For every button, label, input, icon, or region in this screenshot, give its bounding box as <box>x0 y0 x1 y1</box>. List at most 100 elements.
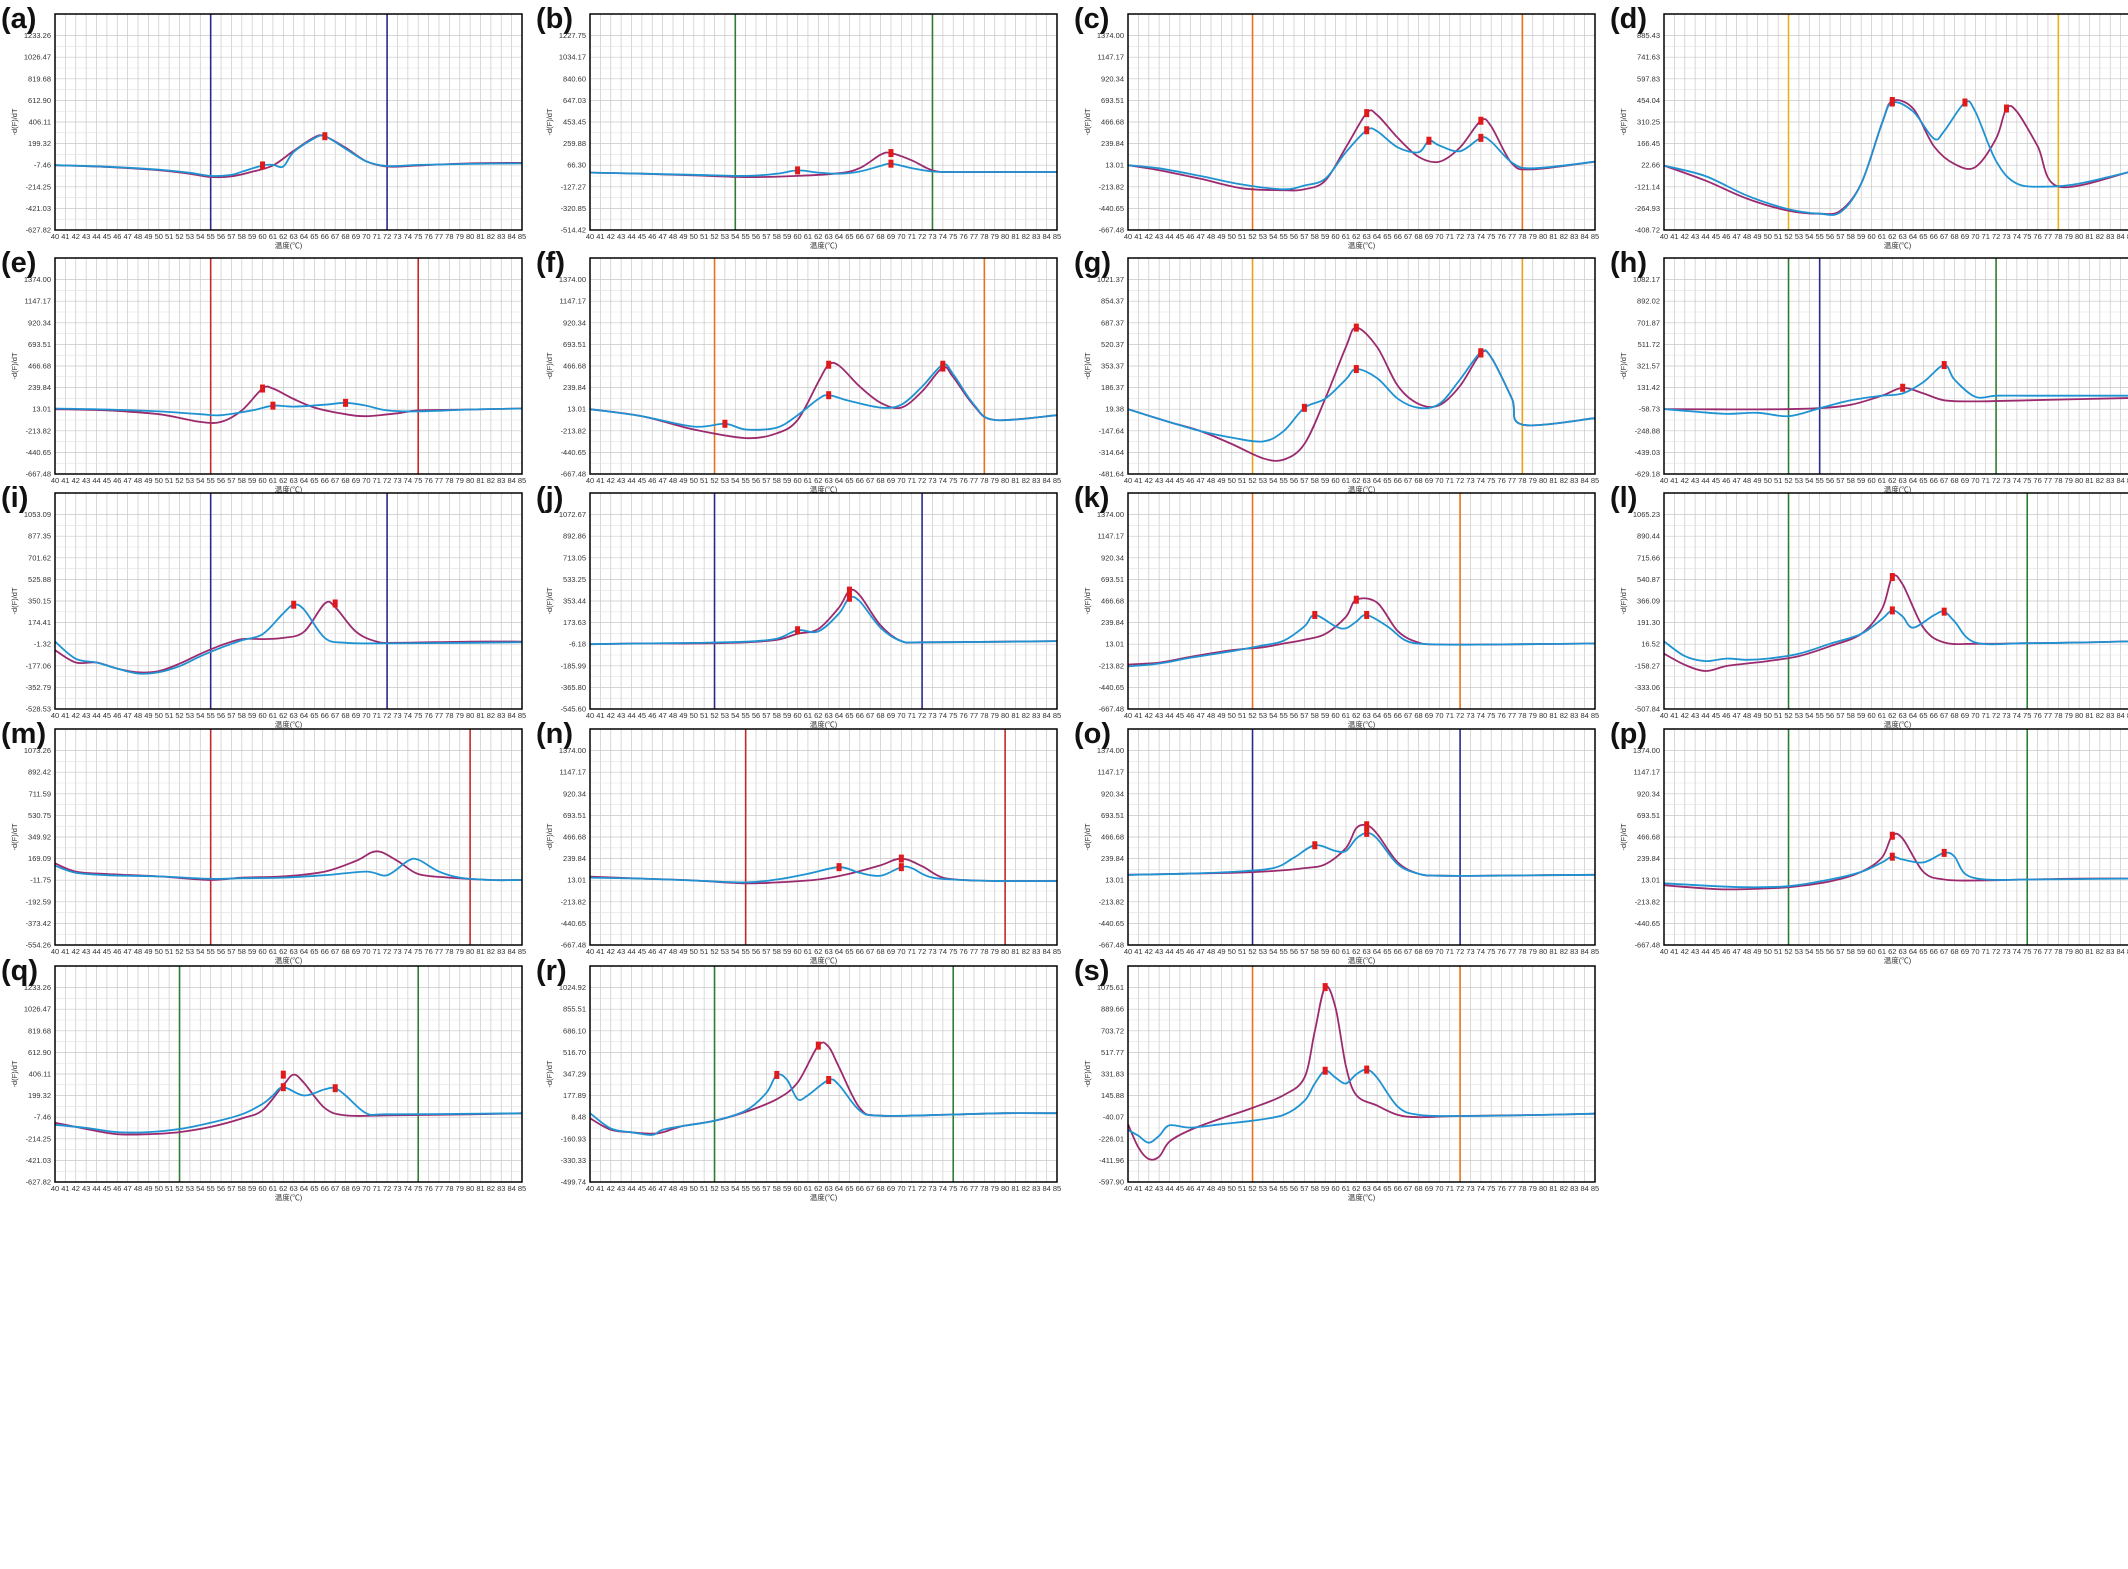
y-tick-label: 466.68 <box>1101 833 1124 842</box>
x-tick-label: 46 <box>113 1184 121 1193</box>
x-tick-label: 74 <box>2013 711 2021 720</box>
x-tick-label: 53 <box>1795 711 1803 720</box>
x-tick-label: 40 <box>586 476 594 485</box>
x-tick-label: 77 <box>2044 711 2052 720</box>
x-tick-label: 76 <box>424 1184 432 1193</box>
y-tick-label: 741.63 <box>1637 53 1660 62</box>
y-tick-label: 1374.00 <box>24 275 51 284</box>
peak-marker <box>1478 348 1484 357</box>
y-axis-label: -d(F)/dT <box>1619 587 1628 615</box>
x-tick-label: 45 <box>1712 947 1720 956</box>
x-tick-label: 50 <box>690 947 698 956</box>
x-tick-label: 44 <box>627 476 635 485</box>
y-tick-label: -507.84 <box>1635 705 1660 714</box>
y-tick-label: 892.02 <box>1637 297 1660 306</box>
x-tick-label: 55 <box>1279 947 1287 956</box>
chart-panel-k: (k)1374.00 1147.17 920.34 693.51 466.68 239.8… <box>1074 482 1599 729</box>
chart-panel-n: (n)1374.00 1147.17 920.34 693.51 466.68 239.8… <box>536 718 1061 965</box>
x-tick-label: 56 <box>752 1184 760 1193</box>
x-tick-label: 72 <box>1456 947 1464 956</box>
x-tick-label: 49 <box>144 1184 152 1193</box>
x-tick-label: 63 <box>1899 711 1907 720</box>
x-tick-label: 43 <box>1155 711 1163 720</box>
x-tick-label: 52 <box>1784 711 1792 720</box>
x-tick-label: 44 <box>1701 476 1709 485</box>
x-tick-label: 50 <box>690 232 698 241</box>
x-tick-label: 79 <box>456 711 464 720</box>
y-tick-label: 1374.00 <box>1097 746 1124 755</box>
x-tick-label: 75 <box>1487 947 1495 956</box>
x-tick-label: 80 <box>466 711 474 720</box>
x-tick-label: 78 <box>1518 232 1526 241</box>
x-tick-label: 58 <box>238 1184 246 1193</box>
x-tick-label: 55 <box>741 1184 749 1193</box>
x-tick-label: 76 <box>959 476 967 485</box>
x-tick-label: 72 <box>383 947 391 956</box>
x-tick-label: 42 <box>1681 476 1689 485</box>
x-tick-label: 85 <box>2127 711 2128 720</box>
x-tick-label: 50 <box>1228 232 1236 241</box>
melt-curve-series-1 <box>54 850 523 882</box>
y-tick-label: 877.35 <box>28 532 51 541</box>
y-axis-label: -d(F)/dT <box>1619 823 1628 851</box>
y-tick-label: 525.88 <box>28 575 51 584</box>
x-tick-label: 61 <box>804 711 812 720</box>
x-tick-label: 83 <box>1032 476 1040 485</box>
x-axis-label: 温度(℃) <box>1348 484 1376 494</box>
y-tick-label: -226.01 <box>1099 1134 1124 1143</box>
melt-curve-series-2 <box>54 134 523 177</box>
x-tick-label: 42 <box>607 476 615 485</box>
x-tick-label: 46 <box>1186 476 1194 485</box>
x-tick-label: 43 <box>617 711 625 720</box>
y-tick-label: 1147.17 <box>559 297 586 306</box>
peak-marker <box>322 132 328 141</box>
x-tick-label: 73 <box>928 711 936 720</box>
x-tick-label: 59 <box>1321 1184 1329 1193</box>
x-tick-label: 66 <box>856 1184 864 1193</box>
x-tick-label: 63 <box>1363 1184 1371 1193</box>
x-tick-label: 74 <box>939 232 947 241</box>
x-tick-label: 77 <box>970 1184 978 1193</box>
x-tick-label: 82 <box>487 476 495 485</box>
x-tick-label: 79 <box>2065 476 2073 485</box>
x-tick-label: 48 <box>134 232 142 241</box>
peak-marker <box>1312 841 1318 850</box>
x-tick-label: 40 <box>586 711 594 720</box>
x-tick-label: 66 <box>856 232 864 241</box>
x-tick-label: 71 <box>1446 476 1454 485</box>
x-tick-label: 40 <box>1660 947 1668 956</box>
x-axis-label: 温度(℃) <box>810 1192 838 1202</box>
x-tick-label: 58 <box>238 476 246 485</box>
x-tick-label: 77 <box>1508 711 1516 720</box>
y-tick-label: -7.46 <box>34 1113 51 1122</box>
x-tick-label: 69 <box>1961 476 1969 485</box>
y-tick-label: -554.26 <box>26 941 51 950</box>
x-tick-label: 73 <box>393 232 401 241</box>
x-tick-label: 77 <box>1508 1184 1516 1193</box>
x-tick-label: 51 <box>165 711 173 720</box>
x-tick-label: 71 <box>1446 1184 1454 1193</box>
y-tick-label: 166.45 <box>1637 139 1660 148</box>
x-tick-label: 50 <box>155 947 163 956</box>
x-tick-label: 47 <box>123 476 131 485</box>
x-tick-label: 65 <box>845 711 853 720</box>
x-tick-label: 79 <box>1529 1184 1537 1193</box>
peak-marker <box>1900 383 1906 392</box>
y-tick-label: -440.65 <box>561 448 586 457</box>
panel-letter: (f) <box>536 247 565 279</box>
x-tick-label: 51 <box>700 947 708 956</box>
peak-marker <box>260 384 266 393</box>
x-tick-label: 71 <box>373 711 381 720</box>
y-tick-label: 1075.61 <box>1097 983 1124 992</box>
x-tick-label: 50 <box>1764 947 1772 956</box>
x-tick-label: 66 <box>856 947 864 956</box>
y-tick-label: 701.62 <box>28 553 51 562</box>
x-tick-label: 60 <box>258 947 266 956</box>
x-tick-label: 45 <box>1176 232 1184 241</box>
x-tick-label: 71 <box>1446 947 1454 956</box>
y-tick-label: -667.48 <box>561 470 586 479</box>
x-tick-label: 40 <box>1660 476 1668 485</box>
x-tick-label: 51 <box>1774 232 1782 241</box>
x-tick-label: 75 <box>949 1184 957 1193</box>
x-tick-label: 70 <box>1435 1184 1443 1193</box>
